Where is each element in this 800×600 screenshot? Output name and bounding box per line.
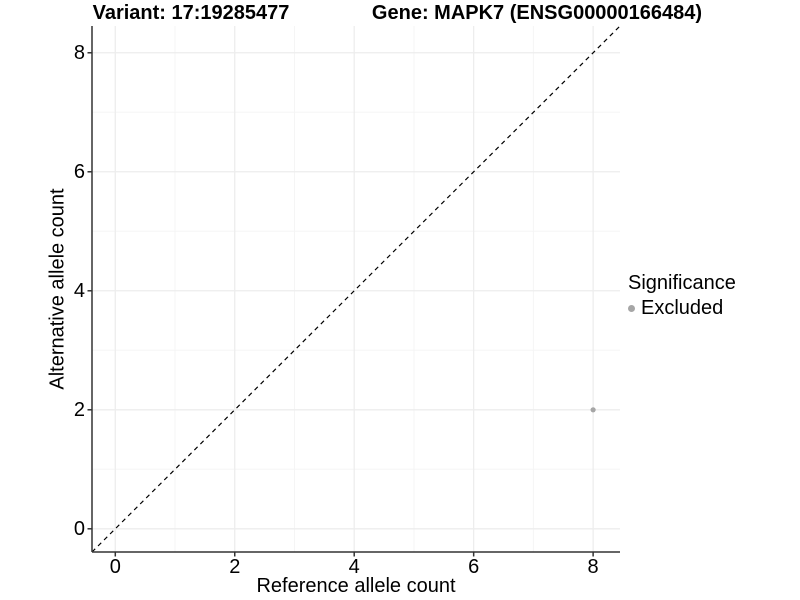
legend: Significance Excluded bbox=[628, 272, 736, 320]
x-tick-label: 4 bbox=[348, 556, 360, 578]
y-tick-label: 2 bbox=[73, 398, 85, 421]
identity-line bbox=[91, 25, 621, 553]
x-tick-label: 8 bbox=[587, 556, 599, 578]
legend-item-excluded: Excluded bbox=[628, 297, 736, 320]
x-tick-label: 2 bbox=[229, 556, 241, 578]
y-tick-label: 0 bbox=[73, 517, 85, 540]
legend-title: Significance bbox=[628, 272, 736, 294]
y-tick-label: 8 bbox=[73, 41, 85, 64]
y-tick-label: 6 bbox=[73, 160, 85, 183]
plot-title-gene: Gene: MAPK7 (ENSG00000166484) bbox=[371, 2, 703, 24]
x-tick-label: 6 bbox=[468, 556, 480, 578]
legend-item-label: Excluded bbox=[641, 297, 724, 319]
x-axis-label: Reference allele count bbox=[256, 575, 456, 597]
x-tick-label: 0 bbox=[109, 556, 121, 578]
data-point-excluded bbox=[590, 407, 596, 413]
y-tick-label: 4 bbox=[73, 279, 85, 302]
plot-title-variant: Variant: 17:19285477 bbox=[92, 2, 290, 24]
legend-point-icon bbox=[628, 305, 635, 312]
